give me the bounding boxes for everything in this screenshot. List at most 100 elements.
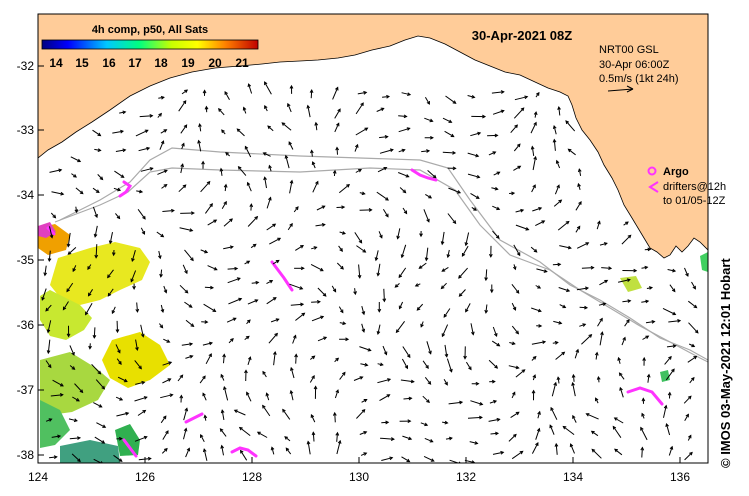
current-vector-head <box>473 207 477 211</box>
current-vector-head <box>383 351 388 356</box>
current-vector-head <box>511 341 516 346</box>
current-vector <box>508 365 519 369</box>
current-vector <box>290 367 295 379</box>
current-vector <box>421 150 430 153</box>
current-vector-head <box>536 427 541 432</box>
current-vector-head <box>511 391 516 396</box>
drifters-range-label: to 01/05-12Z <box>663 195 726 207</box>
current-vector-head <box>474 441 479 445</box>
current-vector-head <box>159 273 163 278</box>
current-vector-head <box>613 417 618 421</box>
current-vector <box>551 382 557 397</box>
current-vector <box>52 379 64 387</box>
current-vector-head <box>553 381 557 386</box>
current-vector <box>310 414 316 423</box>
current-vector <box>130 270 137 282</box>
current-vector <box>67 232 71 247</box>
current-vector <box>74 383 83 393</box>
current-vector-head <box>208 341 214 346</box>
current-vector <box>161 184 167 189</box>
current-vector-head <box>306 104 311 109</box>
current-vector <box>556 160 561 169</box>
current-vector <box>177 374 183 382</box>
current-vector-head <box>142 215 146 220</box>
current-vector-head <box>667 391 672 396</box>
current-vector-head <box>512 433 517 438</box>
current-vector-head <box>390 437 395 441</box>
current-vector <box>565 120 576 132</box>
current-vector-head <box>457 190 462 194</box>
current-vector <box>550 407 558 420</box>
current-vector <box>163 285 167 293</box>
current-vector <box>69 345 75 356</box>
colorbar-tick: 21 <box>235 56 249 70</box>
current-vector <box>485 269 488 281</box>
current-vector-head <box>361 408 366 413</box>
current-vector-head <box>608 266 613 271</box>
current-vector-head <box>289 389 294 394</box>
current-vector <box>95 379 105 390</box>
current-vector <box>531 341 546 345</box>
current-vector <box>511 283 520 294</box>
current-vector-head <box>310 413 315 418</box>
current-vector <box>559 245 572 249</box>
current-vector <box>355 127 368 136</box>
current-vector <box>444 344 448 357</box>
current-vector <box>107 269 114 278</box>
current-vector <box>220 428 227 437</box>
current-vector-head <box>687 395 692 400</box>
current-vector-head <box>475 153 480 158</box>
current-vector <box>687 356 697 363</box>
current-vector <box>207 265 218 271</box>
current-vector-head <box>364 362 369 367</box>
current-vector-head <box>188 304 193 308</box>
current-vector-head <box>45 307 49 312</box>
current-vector <box>549 425 555 435</box>
current-vector-head <box>354 143 359 148</box>
current-vector <box>491 187 498 190</box>
current-vector-head <box>60 191 65 196</box>
current-vector-head <box>77 436 82 440</box>
current-vector-head <box>450 133 455 138</box>
current-vector <box>200 434 205 443</box>
current-vector <box>134 396 147 402</box>
current-vector <box>377 167 387 173</box>
current-vector <box>334 389 339 399</box>
current-vector <box>510 124 518 134</box>
current-vector-head <box>646 373 651 378</box>
current-vector <box>441 266 449 272</box>
current-vector-head <box>160 140 165 145</box>
current-vector <box>266 393 270 401</box>
current-vector-head <box>640 426 644 431</box>
current-vector-head <box>300 302 305 307</box>
current-vector <box>226 317 237 323</box>
current-vector-head <box>427 381 432 385</box>
current-vector <box>491 91 504 94</box>
current-vector <box>221 201 227 210</box>
current-vector <box>492 230 500 239</box>
current-vector <box>530 246 538 253</box>
current-vector-head <box>131 257 135 262</box>
credit-label: © IMOS 03-May-2021 12:01 Hobart <box>718 258 733 468</box>
current-vector <box>356 409 366 419</box>
current-vector <box>492 326 498 337</box>
current-vector <box>109 231 113 244</box>
current-vector <box>401 358 408 369</box>
current-vector <box>490 432 499 435</box>
current-vector <box>290 390 294 401</box>
current-vector-head <box>219 428 224 432</box>
current-vector <box>199 124 202 132</box>
current-vector-head <box>87 292 92 297</box>
current-vector-head <box>693 304 698 309</box>
current-vector <box>107 288 114 297</box>
current-vector <box>179 227 193 232</box>
current-vector <box>336 440 341 455</box>
current-vector-head <box>533 111 538 116</box>
current-vector-head <box>274 332 278 337</box>
current-vector-head <box>60 383 64 387</box>
current-vector <box>180 164 184 174</box>
current-vector-head <box>403 114 408 119</box>
current-vector-head <box>141 380 146 385</box>
current-vector <box>250 204 252 211</box>
current-vector <box>183 428 187 440</box>
